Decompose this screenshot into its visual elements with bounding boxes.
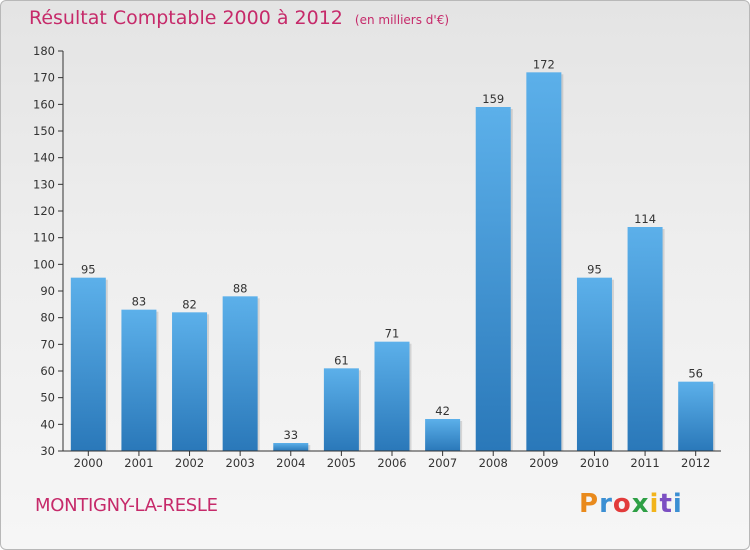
y-tick-label: 120	[33, 204, 55, 218]
bar	[222, 296, 258, 451]
bar	[70, 277, 106, 451]
bars-layer: 95 83 82 88 33 61 71 42 159 172 95 114 56	[70, 57, 716, 451]
bar-value-label: 56	[688, 367, 703, 381]
x-tick-label: 2011	[630, 456, 659, 470]
x-tick-label: 2003	[226, 456, 255, 470]
y-tick-label: 70	[40, 337, 55, 351]
y-tick-label: 40	[40, 417, 55, 431]
y-tick-label: 80	[40, 311, 55, 325]
x-tick-label: 2002	[175, 456, 204, 470]
y-tick-label: 150	[33, 124, 55, 138]
chart-title-group: Résultat Comptable 2000 à 2012 (en milli…	[29, 7, 449, 29]
y-tick-label: 100	[33, 257, 55, 271]
y-tick-label: 180	[33, 44, 55, 58]
bar	[576, 277, 612, 451]
x-tick-label: 2000	[74, 456, 103, 470]
x-tick-label: 2004	[276, 456, 305, 470]
y-tick-label: 160	[33, 97, 55, 111]
logo-letter: o	[612, 489, 632, 519]
x-tick-label: 2012	[681, 456, 710, 470]
axes-layer: 30 40 50 60 70 80 90 100 110 120 130 140 150 160 170 18…	[33, 44, 721, 470]
bar	[526, 72, 562, 451]
bar-value-label: 42	[435, 404, 450, 418]
x-tick-label: 2005	[327, 456, 356, 470]
bar	[121, 309, 157, 451]
bar	[475, 107, 511, 451]
y-tick-label: 110	[33, 231, 55, 245]
bar	[374, 341, 410, 451]
bar-value-label: 82	[182, 297, 197, 311]
x-tick-label: 2006	[377, 456, 406, 470]
bar-value-label: 83	[132, 295, 147, 309]
bar	[627, 227, 663, 451]
place-name: MONTIGNY-LA-RESLE	[35, 495, 218, 516]
logo-letter: r	[599, 489, 613, 519]
y-tick-label: 140	[33, 151, 55, 165]
bar-value-label: 172	[533, 57, 555, 71]
x-tick-label: 2010	[580, 456, 609, 470]
bar-value-label: 95	[81, 263, 96, 277]
bar-value-label: 33	[283, 428, 298, 442]
y-tick-label: 90	[40, 284, 55, 298]
bar	[172, 312, 208, 451]
bar-value-label: 95	[587, 263, 602, 277]
y-tick-label: 50	[40, 391, 55, 405]
bar	[678, 381, 714, 451]
y-tick-label: 60	[40, 364, 55, 378]
y-tick-label: 30	[40, 444, 55, 458]
x-tick-label: 2009	[529, 456, 558, 470]
y-tick-label: 130	[33, 177, 55, 191]
bar-value-label: 61	[334, 353, 349, 367]
chart-subtitle: (en milliers d'€)	[354, 13, 450, 27]
bar	[323, 368, 359, 451]
y-tick-label: 170	[33, 71, 55, 85]
logo-letter: t	[659, 489, 673, 519]
bar-value-label: 88	[233, 281, 248, 295]
proxiti-logo[interactable]: Proxiti	[579, 489, 683, 519]
chart-title: Résultat Comptable 2000 à 2012	[29, 7, 343, 29]
bar-value-label: 71	[385, 327, 400, 341]
x-tick-label: 2007	[428, 456, 457, 470]
logo-letter: P	[579, 489, 600, 519]
logo-letter: x	[631, 489, 650, 519]
logo-letter: i	[649, 489, 660, 519]
x-tick-label: 2001	[124, 456, 153, 470]
bar-value-label: 159	[482, 92, 504, 106]
bar	[273, 443, 309, 451]
bar	[425, 419, 461, 451]
logo-letter: i	[672, 489, 683, 519]
bar-value-label: 114	[634, 212, 656, 226]
x-tick-label: 2008	[479, 456, 508, 470]
